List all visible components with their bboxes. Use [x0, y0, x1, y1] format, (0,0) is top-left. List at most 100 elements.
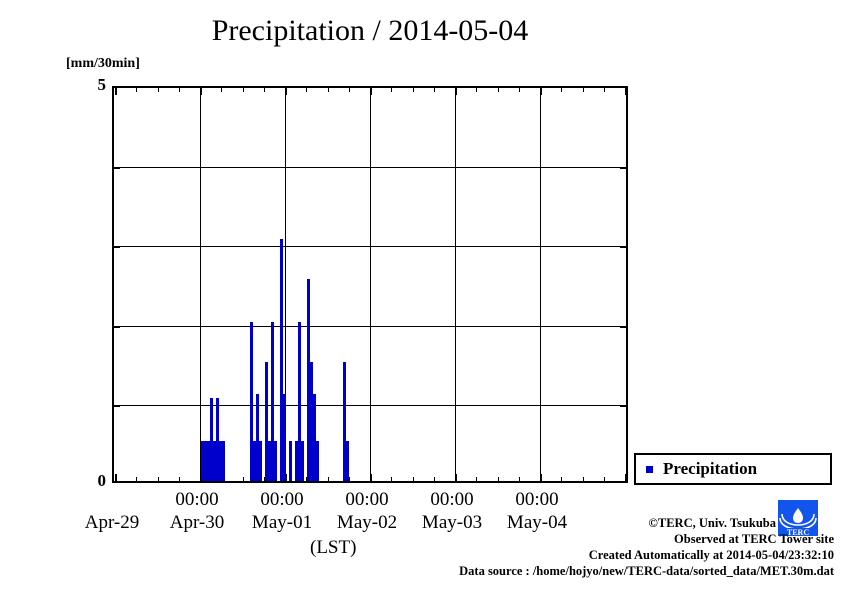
x-tick-time-5: 00:00 [515, 489, 559, 510]
gridline-x-may03 [455, 88, 456, 481]
x-tick-major [540, 474, 542, 482]
x-tick-top-minor [178, 87, 180, 92]
x-tick-top-minor [497, 87, 499, 92]
x-tick-time-2: 00:00 [260, 489, 304, 510]
bar-precipitation [222, 441, 225, 481]
x-tick-minor [603, 477, 605, 482]
x-tick-top-major [540, 87, 542, 95]
bar-precipitation [256, 393, 259, 481]
x-tick-top-minor [561, 87, 563, 92]
footer-copyright: ©TERC, Univ. Tsukuba [648, 516, 776, 530]
x-tick-top-major [285, 87, 287, 95]
x-tick-group-4: 00:00 May-03 [397, 488, 507, 535]
bar-precipitation [213, 441, 216, 481]
x-tick-top-major [455, 87, 457, 95]
x-tick-minor [348, 477, 350, 482]
y-axis-unit-label: [mm/30min] [66, 56, 140, 71]
x-axis-title: (LST) [310, 537, 357, 558]
y-tick-2 [113, 326, 120, 328]
x-tick-date-2: May-01 [251, 512, 313, 533]
y-tick-right-4 [620, 167, 627, 169]
x-tick-time-1: 00:00 [175, 489, 219, 510]
bar-precipitation [204, 441, 207, 481]
x-tick-top-minor [391, 87, 393, 92]
x-tick-minor [327, 477, 329, 482]
bar-precipitation [343, 361, 346, 481]
x-tick-group-1: 00:00 Apr-30 [142, 488, 252, 535]
bar-precipitation [313, 393, 316, 481]
x-tick-top-minor [476, 87, 478, 92]
x-tick-top-minor [263, 87, 265, 92]
x-tick-major [285, 474, 287, 482]
x-tick-top-minor [582, 87, 584, 92]
x-tick-top-major [370, 87, 372, 95]
x-axis-labels: Apr-29 00:00 Apr-30 00:00 May-01 00:00 M… [0, 488, 842, 548]
bar-precipitation [295, 441, 298, 481]
x-tick-top-minor [157, 87, 159, 92]
plot-area [112, 86, 628, 483]
page-title: Precipitation / 2014-05-04 [211, 14, 529, 47]
y-axis-tick-labels: 5 0 [76, 75, 107, 490]
x-tick-top-minor [327, 87, 329, 92]
footer: ©TERC, Univ. Tsukuba Observed at TERC To… [274, 515, 834, 579]
footer-datasource: Data source : /home/hojyo/new/TERC-data/… [459, 564, 834, 578]
x-tick-top-minor [348, 87, 350, 92]
x-tick-top-minor [221, 87, 223, 92]
y-tick-label-max: 5 [97, 75, 107, 94]
bar-precipitation [298, 322, 301, 481]
x-tick-major [625, 474, 627, 482]
bar-precipitation [207, 441, 210, 481]
terc-logo-text: TERC [787, 528, 809, 536]
x-tick-minor [497, 477, 499, 482]
x-tick-group-5: 00:00 May-04 [482, 488, 592, 535]
bar-precipitation [250, 322, 253, 481]
bar-precipitation [274, 441, 277, 481]
bar-precipitation [301, 441, 304, 481]
y-tick-1 [113, 405, 120, 407]
y-tick-right-3 [620, 246, 627, 248]
x-tick-date-1: Apr-30 [169, 512, 225, 533]
x-tick-top-minor [518, 87, 520, 92]
bar-precipitation [346, 441, 349, 481]
x-tick-minor [561, 477, 563, 482]
bar-precipitation [310, 361, 313, 481]
x-tick-minor [391, 477, 393, 482]
x-tick-top-major [625, 87, 627, 95]
x-tick-top-major [200, 87, 202, 95]
x-tick-minor [136, 477, 138, 482]
x-tick-major [370, 474, 372, 482]
legend[interactable]: Precipitation [634, 453, 832, 485]
gridline-x-may01 [285, 88, 286, 481]
bar-precipitation [280, 238, 283, 481]
x-tick-minor [306, 477, 308, 482]
bar-precipitation [210, 397, 213, 481]
x-tick-date-5: May-04 [506, 512, 568, 533]
x-tick-top-minor [412, 87, 414, 92]
legend-label-precipitation: Precipitation [663, 459, 758, 478]
x-tick-minor [412, 477, 414, 482]
x-tick-group-2: 00:00 May-01 [227, 488, 337, 535]
bar-precipitation [289, 441, 292, 481]
x-tick-major [115, 474, 117, 482]
x-tick-minor [433, 477, 435, 482]
terc-logo-icon: TERC [778, 500, 818, 537]
x-tick-group-0: Apr-29 [57, 488, 167, 535]
y-tick-right-2 [620, 326, 627, 328]
gridline-x-apr30 [200, 88, 201, 481]
x-tick-top-minor [433, 87, 435, 92]
bar-precipitation [283, 393, 286, 481]
x-tick-date-0: Apr-29 [84, 512, 140, 533]
y-tick-label-min: 0 [97, 471, 107, 490]
x-tick-top-minor [136, 87, 138, 92]
gridline-x-may04 [540, 88, 541, 481]
footer-created: Created Automatically at 2014-05-04/23:3… [588, 548, 834, 562]
bar-precipitation [271, 322, 274, 481]
x-tick-minor [476, 477, 478, 482]
x-tick-major [455, 474, 457, 482]
bar-precipitation [316, 441, 319, 481]
x-tick-minor [242, 477, 244, 482]
bar-precipitation [268, 441, 271, 481]
legend-marker-precipitation-icon [646, 465, 653, 473]
x-tick-minor [178, 477, 180, 482]
y-tick-right-1 [620, 405, 627, 407]
